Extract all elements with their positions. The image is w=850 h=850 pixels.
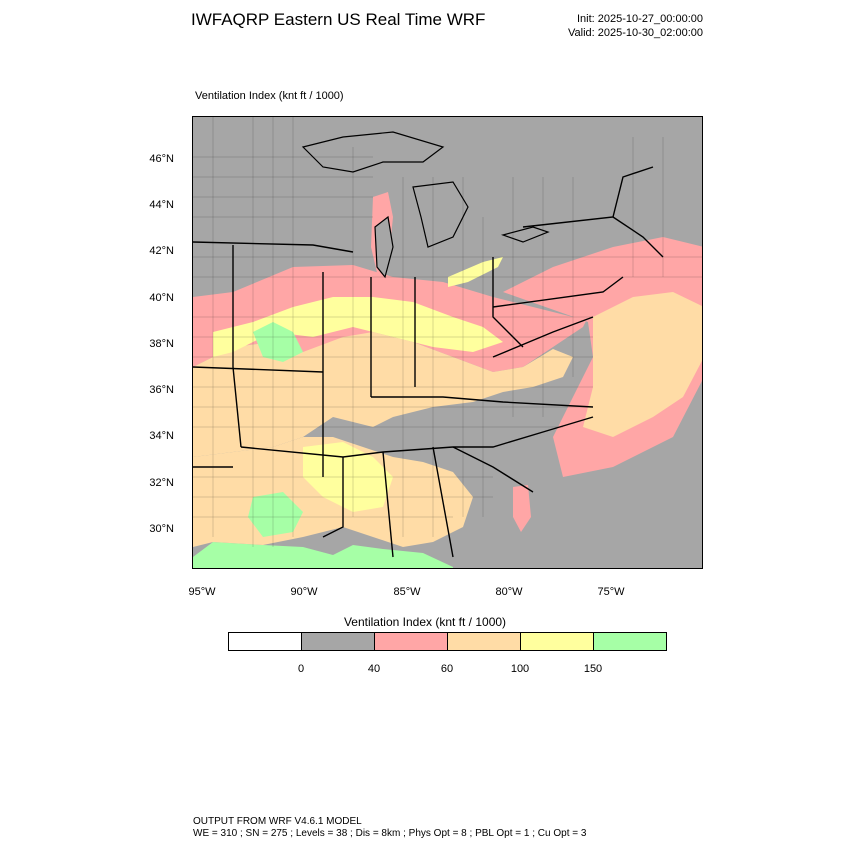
legend-swatch	[375, 633, 448, 650]
legend-swatch	[521, 633, 594, 650]
footer-config-line: WE = 310 ; SN = 275 ; Levels = 38 ; Dis …	[193, 828, 587, 839]
legend-swatch	[594, 633, 666, 650]
init-time: Init: 2025-10-27_00:00:00	[577, 13, 703, 25]
lat-label-38: 38°N	[149, 338, 174, 350]
legend-swatch	[448, 633, 521, 650]
legend-tick: 100	[510, 663, 530, 675]
lat-label-44: 44°N	[149, 199, 174, 211]
lon-label-75: 75°W	[597, 586, 625, 598]
legend-tick: 0	[297, 663, 305, 675]
lat-label-36: 36°N	[149, 384, 174, 396]
legend-tick: 150	[583, 663, 603, 675]
ventilation-index-map	[193, 117, 702, 568]
lat-label-40: 40°N	[149, 292, 174, 304]
chart-title: IWFAQRP Eastern US Real Time WRF	[191, 10, 486, 29]
lat-label-46: 46°N	[149, 153, 174, 165]
lon-label-85: 85°W	[393, 586, 421, 598]
color-legend	[228, 632, 667, 651]
county-grid	[193, 117, 702, 547]
lat-label-32: 32°N	[149, 477, 174, 489]
lat-label-42: 42°N	[149, 245, 174, 257]
map-panel	[192, 116, 703, 569]
lon-label-95: 95°W	[188, 586, 216, 598]
great-lakes	[301, 131, 550, 279]
lat-label-30: 30°N	[149, 523, 174, 535]
legend-swatch	[229, 633, 302, 650]
valid-time: Valid: 2025-10-30_02:00:00	[568, 27, 703, 39]
legend-title: Ventilation Index (knt ft / 1000)	[343, 615, 507, 629]
footer-model-line: OUTPUT FROM WRF V4.6.1 MODEL	[193, 816, 362, 827]
map-field-label: Ventilation Index (knt ft / 1000)	[195, 90, 344, 102]
legend-tick: 60	[440, 663, 454, 675]
lat-label-34: 34°N	[149, 430, 174, 442]
lon-label-80: 80°W	[495, 586, 523, 598]
legend-tick: 40	[367, 663, 381, 675]
lon-label-90: 90°W	[290, 586, 318, 598]
legend-swatch	[302, 633, 375, 650]
